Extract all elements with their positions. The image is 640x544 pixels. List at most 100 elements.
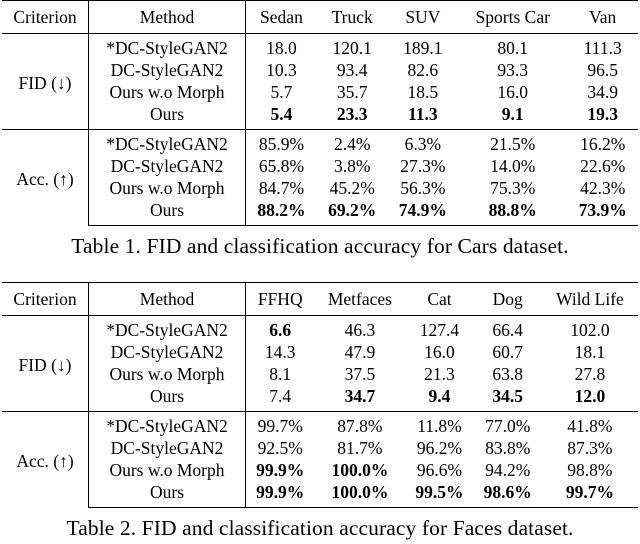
value-cell: 34.7 <box>344 386 376 406</box>
value-cell: 10.3 <box>266 60 297 80</box>
value-cell: 96.2% <box>416 438 463 458</box>
table-row: Ours 5.4 23.3 11.3 9.1 19.3 <box>2 103 638 130</box>
value-cell: 2.4% <box>316 129 388 155</box>
value-cell: 11.8% <box>405 411 474 437</box>
value-cell: 27.3% <box>400 156 446 176</box>
value-cell: 80.1 <box>497 38 529 58</box>
value-cell: 27.8 <box>574 364 606 384</box>
header-row: Criterion Method FFHQ Metfaces Cat Dog Wild Li… <box>2 282 638 316</box>
value-cell: 19.3 <box>587 104 618 124</box>
criterion-cell: FID (↓) <box>2 33 89 130</box>
value-cell: 87.3% <box>567 438 613 458</box>
table-row: FID (↓) *DC-StyleGAN2 18.0 120.1 189.1 80.1 11… <box>2 33 638 130</box>
value-cell: 22.6% <box>580 156 626 176</box>
value-cell: 96.5 <box>587 60 618 80</box>
method-cell: *DC-StyleGAN2 <box>88 129 246 155</box>
results-table: Criterion Method Sedan Truck SUV Sports Car Va… <box>2 0 638 226</box>
value-cell: 5.4 <box>270 104 293 124</box>
column-header: Criterion <box>2 282 89 316</box>
value-cell: 65.8% <box>258 156 305 176</box>
table-row: DC-StyleGAN2 92.5% 81.7% 96.2% 83.8% 87.3% <box>2 437 638 459</box>
value-cell: 77.0% <box>473 411 542 437</box>
table-row: Ours w.o Morph 99.9% 100.0% 96.6% 94.2% 98.8% <box>2 459 638 481</box>
value-cell: 34.5 <box>492 386 524 406</box>
value-cell: 14.0% <box>490 156 536 176</box>
value-cell: 93.4 <box>336 60 368 80</box>
value-cell: 12.0 <box>574 386 606 406</box>
method-cell: DC-StyleGAN2 <box>88 155 246 177</box>
value-cell: 98.6% <box>473 481 542 508</box>
value-cell: 56.3% <box>400 178 446 198</box>
value-cell: 35.7 <box>336 82 368 102</box>
table-row: FID (↓) *DC-StyleGAN2 6.6 46.3 127.4 66.4 102.… <box>2 315 638 412</box>
table-row: Acc. (↑) *DC-StyleGAN2 99.7% 87.8% 11.8% 77.0… <box>2 411 638 508</box>
value-cell: 99.5% <box>405 481 474 508</box>
table-row: Acc. (↑) *DC-StyleGAN2 85.9% 2.4% 6.3% 21.5% 1… <box>2 129 638 226</box>
criterion-cell: Acc. (↑) <box>2 411 89 508</box>
method-cell: *DC-StyleGAN2 <box>88 315 246 341</box>
value-cell: 69.2% <box>316 199 388 226</box>
value-cell: 23.3 <box>336 104 368 124</box>
table-row: DC-StyleGAN2 14.3 47.9 16.0 60.7 18.1 <box>2 341 638 363</box>
value-cell: 96.6% <box>416 460 463 480</box>
value-cell: 92.5% <box>257 438 303 458</box>
method-cell: *DC-StyleGAN2 <box>88 411 246 437</box>
column-header: Cat <box>427 289 452 309</box>
column-header: Method <box>88 282 246 316</box>
value-cell: 84.7% <box>258 178 305 198</box>
table-row: DC-StyleGAN2 10.3 93.4 82.6 93.3 96.5 <box>2 59 638 81</box>
value-cell: 18.1 <box>574 342 606 362</box>
value-cell: 6.6 <box>269 320 292 340</box>
value-cell: 6.3% <box>387 129 459 155</box>
value-cell: 88.2% <box>245 199 317 226</box>
value-cell: 8.1 <box>269 364 292 384</box>
value-cell: 81.7% <box>337 438 383 458</box>
value-cell: 99.9% <box>256 460 305 480</box>
value-cell: 37.5 <box>344 364 376 384</box>
value-cell: 34.9 <box>587 82 618 102</box>
column-header: Dog <box>492 289 523 309</box>
criterion-cell: FID (↓) <box>2 315 89 412</box>
column-header: FFHQ <box>257 289 303 309</box>
value-cell: 94.2% <box>485 460 531 480</box>
column-header: Criterion <box>2 0 89 34</box>
method-cell: Ours w.o Morph <box>88 363 246 385</box>
value-cell: 9.1 <box>501 104 524 124</box>
value-cell: 83.8% <box>485 438 531 458</box>
table-row: Ours w.o Morph 8.1 37.5 21.3 63.8 27.8 <box>2 363 638 385</box>
value-cell: 63.8 <box>492 364 524 384</box>
value-cell: 73.9% <box>567 199 638 226</box>
value-cell: 66.4 <box>492 320 524 340</box>
value-cell: 98.8% <box>567 460 613 480</box>
criterion-cell: Acc. (↑) <box>2 129 89 226</box>
table-2-block: Criterion Method FFHQ Metfaces Cat Dog Wild Li… <box>0 282 640 541</box>
method-cell: DC-StyleGAN2 <box>88 341 246 363</box>
value-cell: 16.0 <box>424 342 455 362</box>
column-header: Metfaces <box>327 289 392 309</box>
value-cell: 45.2% <box>329 178 375 198</box>
value-cell: 99.9% <box>245 481 315 508</box>
value-cell: 3.8% <box>333 156 371 176</box>
method-cell: Ours <box>88 199 246 226</box>
table-row: Ours 88.2% 69.2% 74.9% 88.8% 73.9% <box>2 199 638 226</box>
column-header: Van <box>589 7 617 27</box>
value-cell: 5.7 <box>270 82 293 102</box>
value-cell: 18.5 <box>407 82 439 102</box>
value-cell: 189.1 <box>403 38 443 58</box>
value-cell: 16.2% <box>567 129 638 155</box>
table-row: Ours w.o Morph 5.7 35.7 18.5 16.0 34.9 <box>2 81 638 103</box>
value-cell: 111.3 <box>583 38 622 58</box>
value-cell: 99.7% <box>541 481 638 508</box>
method-cell: Ours w.o Morph <box>88 81 246 103</box>
value-cell: 14.3 <box>264 342 296 362</box>
method-cell: DC-StyleGAN2 <box>88 59 246 81</box>
column-header: SUV <box>405 7 441 27</box>
method-cell: Ours w.o Morph <box>88 177 246 199</box>
value-cell: 100.0% <box>314 481 406 508</box>
table-row: Ours w.o Morph 84.7% 45.2% 56.3% 75.3% 42.3% <box>2 177 638 199</box>
table-row: DC-StyleGAN2 65.8% 3.8% 27.3% 14.0% 22.6% <box>2 155 638 177</box>
method-cell: DC-StyleGAN2 <box>88 437 246 459</box>
value-cell: 11.3 <box>408 104 438 124</box>
table-row: Ours 7.4 34.7 9.4 34.5 12.0 <box>2 385 638 412</box>
value-cell: 42.3% <box>580 178 626 198</box>
